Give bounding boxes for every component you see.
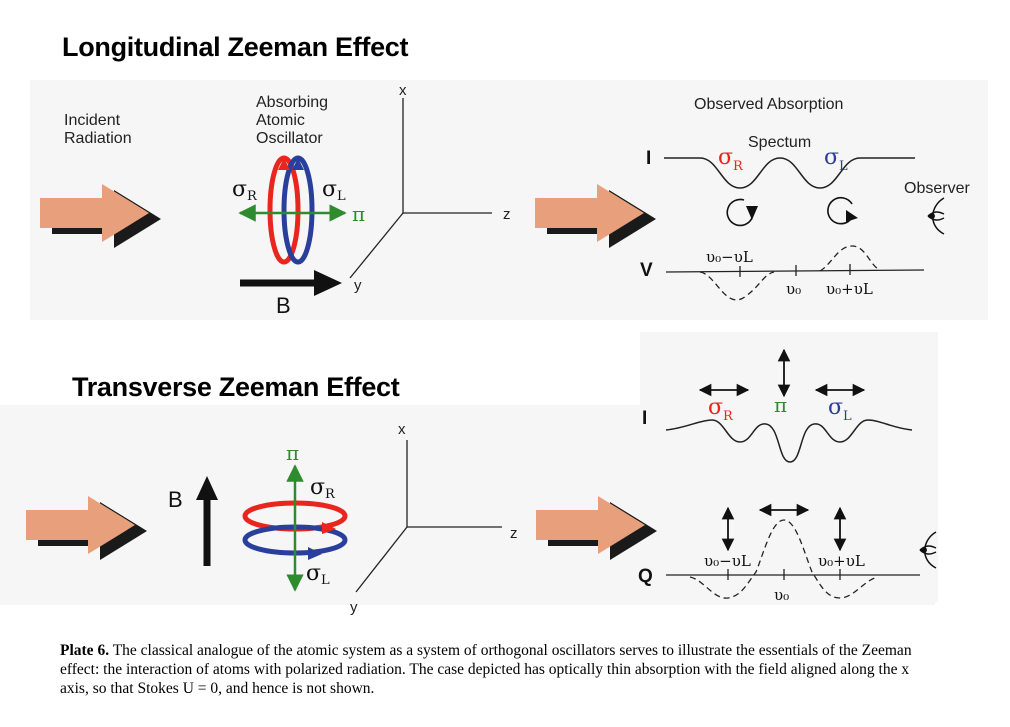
v-baseline-top: [665, 269, 925, 273]
sigma-r-top: σR: [232, 177, 258, 204]
b-field-arrow-bottom: [196, 476, 218, 566]
polarization-arrows-bottom-q: [721, 503, 847, 552]
bottom-title: Transverse Zeeman Effect: [72, 372, 400, 402]
axis-x-bottom: x: [398, 421, 406, 438]
intensity-curve-bottom: [665, 419, 913, 463]
pi-spectrum-bottom: π: [774, 393, 787, 417]
plate-caption: Plate 6. The classical analogue of the a…: [60, 641, 940, 698]
incident-arrow-bottom: [26, 496, 147, 560]
polarization-arrows-bottom-top: [698, 348, 866, 398]
v-ticks-top: [739, 264, 851, 277]
absorbing-oscillator-label: Absorbing Atomic Oscillator: [256, 94, 329, 147]
profile-q-bottom: Q: [638, 566, 653, 587]
freq-plus-top: υ₀+υL: [826, 280, 873, 298]
freq-minus-bottom: υ₀−υL: [704, 552, 751, 570]
b-label-top: B: [276, 293, 291, 318]
v-curve-top-pos: [819, 245, 881, 272]
sigma-r-spectrum-top: σR: [718, 145, 744, 174]
observed-arrow-top: [535, 184, 656, 248]
sigma-l-top: σL: [322, 177, 346, 204]
freq-center-bottom: υ₀: [774, 586, 789, 604]
top-title: Longitudinal Zeeman Effect: [62, 32, 409, 62]
profile-v-top: V: [640, 260, 653, 281]
sigma-l-spectrum-bottom: σL: [828, 395, 852, 424]
observed-absorption-label: Observed Absorption: [694, 96, 844, 113]
rotation-right-icon: [726, 198, 758, 227]
caption-label: Plate 6.: [60, 642, 110, 659]
freq-center-top: υ₀: [786, 280, 801, 298]
top-panel: [30, 80, 988, 320]
sigma-l-spectrum-top: σL: [824, 145, 848, 174]
intensity-curve-top: [664, 157, 915, 189]
pi-bottom: π: [286, 441, 299, 465]
caption-text: The classical analogue of the atomic sys…: [60, 642, 912, 697]
b-label-bottom: B: [168, 487, 183, 512]
incident-radiation-label: Incident Radiation: [64, 112, 132, 147]
axes-bottom: [355, 440, 502, 593]
axes-top: [349, 98, 492, 279]
axis-y-top: y: [354, 277, 362, 294]
incident-arrow-top: [40, 184, 161, 248]
spectrum-label: Spectum: [748, 134, 812, 151]
observer-eye-bottom-icon: [919, 531, 937, 569]
sigma-r-spectrum-bottom: σR: [708, 395, 734, 424]
axis-z-top: z: [503, 206, 511, 223]
observer-label: Observer: [904, 180, 970, 197]
oscillator-rings-bottom: [242, 464, 348, 592]
sigma-l-bottom: σL: [306, 561, 330, 588]
axis-z-bottom: z: [510, 525, 518, 542]
axis-x-top: x: [399, 82, 407, 99]
freq-plus-bottom: υ₀+υL: [818, 552, 865, 570]
oscillator-loops-top: [238, 155, 347, 265]
observed-arrow-bottom: [536, 496, 657, 560]
pi-top: π: [352, 202, 365, 226]
v-curve-top: [699, 271, 775, 301]
observer-eye-top-icon: [927, 197, 945, 235]
profile-i-top: I: [646, 148, 651, 169]
rotation-left-icon: [827, 196, 858, 225]
b-field-arrow-top: [240, 270, 342, 296]
q-ticks-bottom: [727, 569, 841, 580]
sigma-r-bottom: σR: [310, 475, 336, 502]
freq-minus-top: υ₀−υL: [706, 248, 753, 266]
q-curve-bottom: [689, 519, 879, 599]
axis-y-bottom: y: [350, 599, 358, 616]
profile-i-bottom: I: [642, 408, 647, 429]
